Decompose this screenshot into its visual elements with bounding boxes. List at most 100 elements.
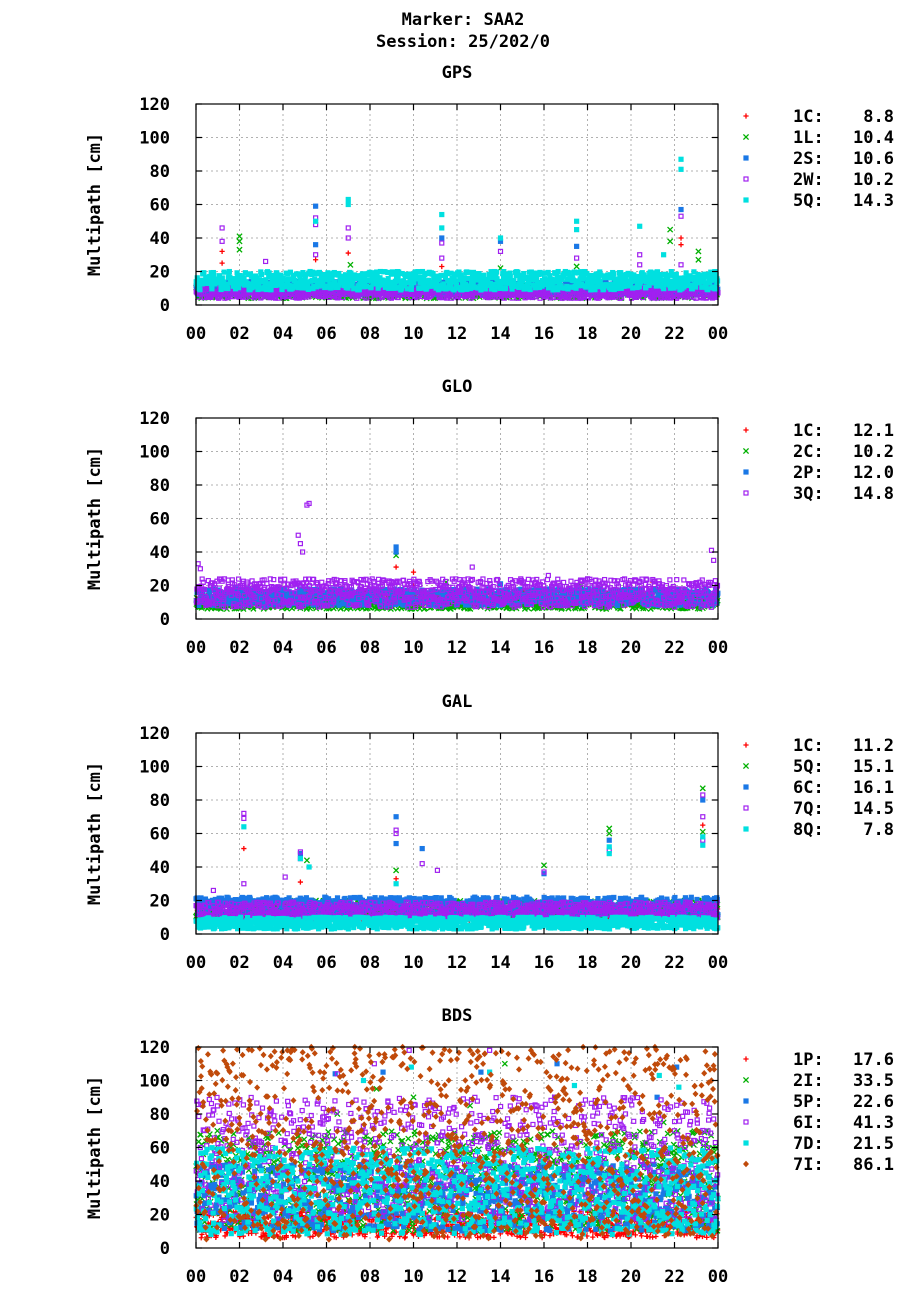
data-point [574, 243, 580, 249]
x-tick-label: 06 [316, 324, 336, 344]
x-tick-label: 14 [490, 324, 510, 344]
data-point [439, 263, 445, 270]
data-point [209, 286, 215, 292]
y-tick-label: 20 [150, 263, 170, 283]
data-point [236, 246, 243, 253]
y-tick-label: 100 [139, 129, 170, 149]
data-point [345, 250, 351, 256]
y-axis-label: Multipath [cm] [85, 133, 105, 276]
legend-series-value: 10.2 [853, 170, 894, 190]
y-tick-label: 40 [150, 229, 170, 249]
data-point [667, 226, 674, 233]
legend: 1C: 8.81L: 10.42S: 10.62W: 10.25Q: 14.3 [742, 107, 894, 211]
data-point [574, 255, 580, 261]
data-point [637, 252, 643, 258]
legend-series-name: 5Q: [793, 191, 824, 211]
data-point [219, 238, 225, 244]
x-tick-label: 20 [621, 324, 641, 344]
data-point [313, 242, 319, 248]
data-point [258, 271, 265, 278]
legend-series-value: 10.6 [853, 149, 894, 169]
data-point [678, 242, 684, 248]
y-tick-label: 80 [150, 162, 170, 182]
data-point [313, 252, 319, 258]
y-axis-label: Multipath [cm] [85, 447, 105, 590]
data-point [313, 203, 319, 209]
figure-title-marker: Marker: SAA2 [402, 10, 525, 30]
data-point [661, 252, 667, 258]
data-point [356, 287, 362, 293]
data-point [637, 223, 643, 229]
data-point [439, 235, 445, 241]
panel-title: GLO [442, 377, 473, 397]
x-tick-label: 16 [534, 324, 554, 344]
y-tick-label: 120 [139, 95, 170, 115]
x-tick-label: 10 [403, 324, 423, 344]
data-point [345, 225, 351, 231]
data-point [345, 201, 351, 208]
data-point [197, 287, 203, 293]
data-point [637, 262, 643, 268]
data-point [712, 286, 718, 292]
x-tick-label: 22 [664, 324, 684, 344]
legend-marker [743, 176, 749, 182]
data-point [439, 225, 445, 231]
data-point [268, 287, 274, 293]
data-point [225, 285, 231, 292]
legend-series-name: 2S: [793, 149, 824, 169]
data-point [201, 270, 207, 276]
data-point [221, 269, 227, 275]
data-point [219, 248, 225, 254]
data-point [678, 262, 684, 268]
y-tick-label: 60 [150, 196, 170, 216]
data-point [494, 269, 500, 275]
data-point [439, 255, 445, 261]
data-points [193, 500, 721, 613]
legend-series-name: 1L: [793, 128, 824, 148]
legend-series-value: 8.8 [863, 107, 894, 127]
data-points [193, 156, 721, 302]
data-point [415, 269, 421, 275]
data-point [678, 213, 684, 219]
data-point [678, 156, 684, 162]
x-tick-label: 12 [447, 324, 467, 344]
data-point [305, 286, 311, 293]
data-point [527, 286, 533, 293]
data-point [235, 285, 242, 291]
legend-marker [742, 133, 750, 141]
figure-title-session: Session: 25/202/0 [376, 32, 550, 52]
legend-marker [743, 197, 749, 203]
x-tick-label: 18 [577, 324, 597, 344]
x-tick-label: 08 [360, 324, 380, 344]
x-tick-label: 00 [186, 324, 206, 344]
data-point [573, 263, 580, 270]
data-point [313, 257, 319, 263]
data-point [574, 227, 580, 233]
x-tick-label: 04 [273, 324, 293, 344]
data-point [507, 273, 513, 279]
data-point [511, 278, 517, 284]
data-point [345, 196, 351, 203]
data-point [465, 269, 472, 275]
data-point [678, 166, 684, 172]
grid [196, 104, 718, 305]
data-point [574, 218, 580, 224]
data-point [497, 235, 504, 241]
data-point [219, 260, 225, 266]
legend-series-name: 2W: [793, 170, 824, 190]
data-point [408, 286, 414, 292]
x-tick-label: 02 [229, 324, 249, 344]
data-point [313, 218, 319, 224]
data-point [678, 206, 684, 213]
data-point [347, 261, 354, 268]
data-point [695, 256, 702, 263]
data-point [226, 268, 232, 275]
data-point [695, 248, 702, 255]
data-point [502, 285, 509, 292]
data-point [667, 238, 674, 245]
data-point [555, 268, 561, 275]
legend-series-name: 1C: [793, 107, 824, 127]
